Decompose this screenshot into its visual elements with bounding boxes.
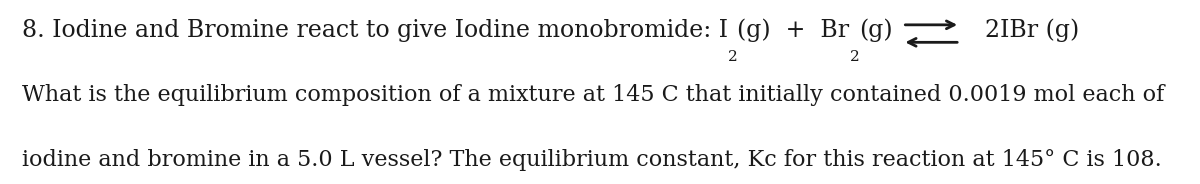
Text: 2IBr (g): 2IBr (g) — [970, 18, 1079, 42]
Text: 8. Iodine and Bromine react to give Iodine monobromide: I: 8. Iodine and Bromine react to give Iodi… — [22, 19, 727, 42]
Text: What is the equilibrium composition of a mixture at 145 C that initially contain: What is the equilibrium composition of a… — [22, 84, 1164, 106]
Text: (g): (g) — [859, 18, 893, 42]
Text: iodine and bromine in a 5.0 L vessel? The equilibrium constant, Kc for this reac: iodine and bromine in a 5.0 L vessel? Th… — [22, 149, 1162, 171]
Text: (g)  +  Br: (g) + Br — [737, 18, 850, 42]
Text: 2: 2 — [727, 50, 737, 64]
Text: 2: 2 — [850, 50, 859, 64]
